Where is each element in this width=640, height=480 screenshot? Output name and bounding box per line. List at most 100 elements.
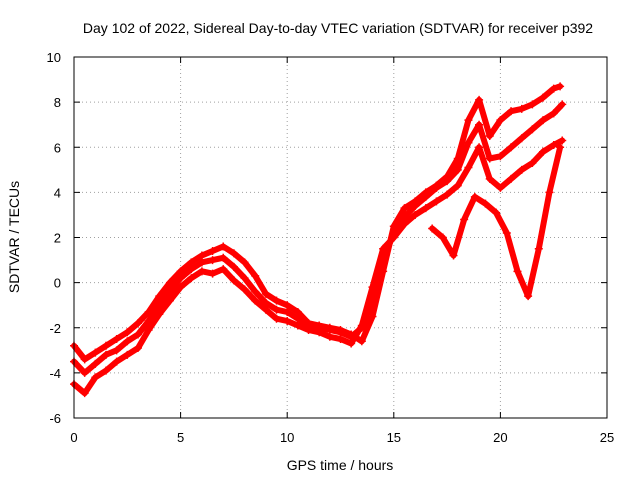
data-point xyxy=(293,321,302,330)
data-point xyxy=(155,310,164,319)
data-point xyxy=(524,292,533,301)
y-tick-label: -6 xyxy=(49,411,61,426)
data-point xyxy=(496,183,505,192)
data-point xyxy=(556,82,565,91)
data-point xyxy=(251,296,260,305)
series-satellite-track-3 xyxy=(70,136,567,398)
data-point xyxy=(558,100,567,109)
data-point xyxy=(176,283,185,292)
data-point xyxy=(283,307,292,316)
data-point xyxy=(464,116,473,125)
data-point xyxy=(112,346,121,355)
series-satellite-track-2 xyxy=(70,100,567,377)
data-point xyxy=(517,134,526,143)
data-point xyxy=(470,192,479,201)
data-point xyxy=(475,120,484,129)
data-point xyxy=(475,143,484,152)
data-point xyxy=(496,152,505,161)
data-point xyxy=(400,219,409,228)
data-point xyxy=(485,174,494,183)
data-point xyxy=(261,289,270,298)
data-point xyxy=(464,138,473,147)
x-tick-label: 15 xyxy=(387,430,401,445)
data-point xyxy=(101,341,110,350)
data-point xyxy=(556,143,565,152)
data-point xyxy=(251,287,260,296)
data-point xyxy=(251,271,260,280)
data-point xyxy=(80,355,89,364)
data-point xyxy=(336,328,345,337)
data-point xyxy=(400,204,409,213)
y-tick-label: 2 xyxy=(54,231,61,246)
y-tick-label: 8 xyxy=(54,95,61,110)
series-satellite-track-4 xyxy=(428,143,565,301)
data-point xyxy=(558,136,567,145)
data-point xyxy=(528,159,537,168)
data-point xyxy=(438,233,447,242)
data-point xyxy=(80,368,89,377)
x-tick-labels: 0 5 10 15 20 25 xyxy=(70,430,614,445)
data-point xyxy=(197,251,206,260)
data-point xyxy=(475,95,484,104)
data-point xyxy=(144,326,153,335)
data-point xyxy=(229,249,238,258)
data-point xyxy=(272,305,281,314)
data-point xyxy=(187,258,196,267)
data-point xyxy=(545,188,554,197)
data-point xyxy=(528,125,537,134)
data-point xyxy=(502,228,511,237)
data-point xyxy=(123,350,132,359)
data-point xyxy=(133,319,142,328)
data-point xyxy=(539,93,548,102)
data-point xyxy=(112,335,121,344)
data-point xyxy=(197,258,206,267)
data-point xyxy=(304,326,313,335)
data-point xyxy=(165,287,174,296)
data-point xyxy=(315,328,324,337)
data-point xyxy=(496,116,505,125)
data-point xyxy=(534,244,543,253)
y-tick-label: 10 xyxy=(47,50,61,65)
data-point xyxy=(507,143,516,152)
data-point xyxy=(208,247,217,256)
data-point xyxy=(411,210,420,219)
data-point xyxy=(229,262,238,271)
data-point xyxy=(449,251,458,260)
data-point xyxy=(240,258,249,267)
x-tick-label: 20 xyxy=(493,430,507,445)
data-point xyxy=(460,215,469,224)
data-point xyxy=(549,140,558,149)
data-point xyxy=(80,389,89,398)
data-point xyxy=(123,337,132,346)
y-tick-label: 4 xyxy=(54,185,61,200)
data-point xyxy=(517,104,526,113)
data-point xyxy=(549,84,558,93)
data-point xyxy=(421,204,430,213)
data-point xyxy=(539,147,548,156)
x-tick-label: 0 xyxy=(70,430,77,445)
data-point xyxy=(357,337,366,346)
data-point xyxy=(507,174,516,183)
data-point xyxy=(389,233,398,242)
data-point xyxy=(443,190,452,199)
data-point xyxy=(219,242,228,251)
grid-lines xyxy=(74,57,607,418)
data-point xyxy=(517,165,526,174)
data-series xyxy=(70,82,567,398)
data-point xyxy=(187,274,196,283)
data-point xyxy=(336,335,345,344)
data-point xyxy=(91,359,100,368)
data-point xyxy=(400,213,409,222)
data-point xyxy=(411,201,420,210)
data-point xyxy=(368,312,377,321)
data-point xyxy=(187,265,196,274)
data-point xyxy=(165,278,174,287)
data-point xyxy=(379,244,388,253)
data-point xyxy=(347,339,356,348)
data-point xyxy=(272,314,281,323)
data-point xyxy=(261,298,270,307)
y-axis-label: SDTVAR / TECUs xyxy=(6,181,22,293)
y-tick-label: -2 xyxy=(49,321,61,336)
